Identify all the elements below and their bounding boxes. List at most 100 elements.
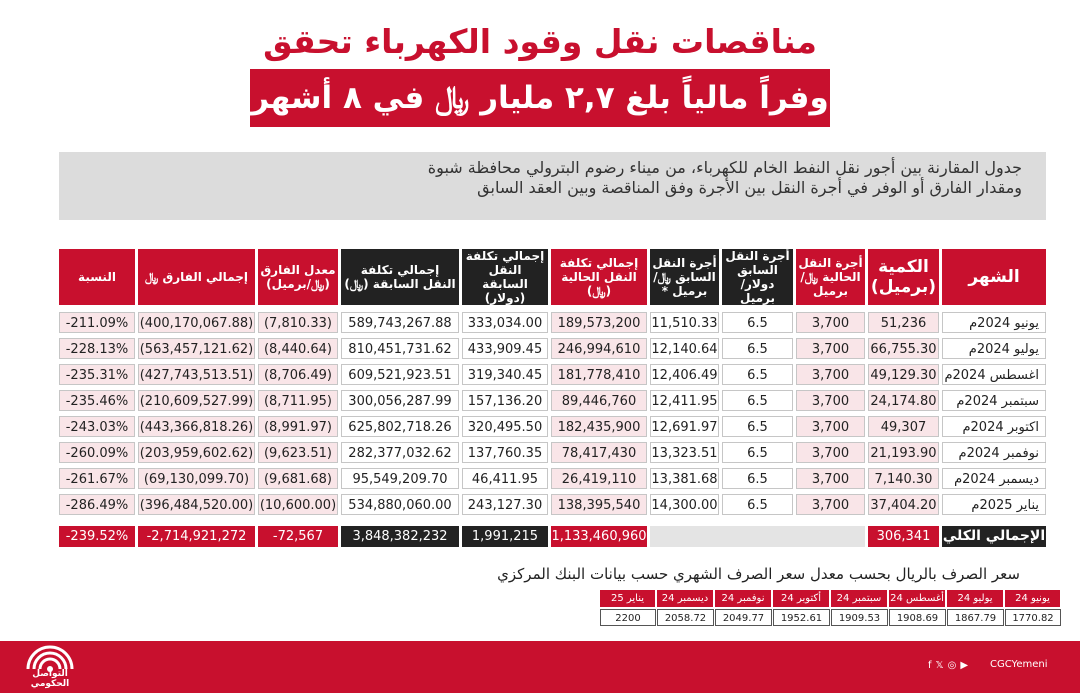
- total-current: 1,133,460,960: [551, 526, 647, 547]
- total-prev-usd: 1,991,215: [462, 526, 548, 547]
- header-total-prev-usd: إجمالي تكلفة النقل السابقة (دولار): [462, 249, 548, 305]
- cell-prev-fare-usd: 6.5: [722, 416, 793, 437]
- cell-total-current: 26,419,110: [551, 468, 647, 489]
- cell-prev-fare-yer: 13,323.51: [650, 442, 719, 463]
- total-empty-cell: [650, 526, 865, 547]
- cell-total-prev-usd: 320,495.50: [462, 416, 548, 437]
- cell-prev-fare-yer: 12,406.49: [650, 364, 719, 385]
- cell-total-prev-yer: 300,056,287.99: [341, 390, 459, 411]
- cell-diff-total: (400,170,067.88): [138, 312, 255, 333]
- cell-total-current: 246,994,610: [551, 338, 647, 359]
- facebook-icon[interactable]: f: [928, 660, 932, 671]
- cell-month: اكتوبر 2024م: [942, 416, 1046, 437]
- cell-diff-total: (210,609,527.99): [138, 390, 255, 411]
- cell-total-current: 181,778,410: [551, 364, 647, 385]
- cell-total-prev-yer: 589,743,267.88: [341, 312, 459, 333]
- cell-diff-rate: (9,623.51): [258, 442, 338, 463]
- cell-prev-fare-usd: 6.5: [722, 442, 793, 463]
- cell-quantity: 21,193.90: [868, 442, 939, 463]
- cell-diff-total: (69,130,099.70): [138, 468, 255, 489]
- total-prev-yer: 3,848,382,232: [341, 526, 459, 547]
- social-handle[interactable]: CGCYemeni: [990, 659, 1048, 670]
- cell-diff-rate: (9,681.68): [258, 468, 338, 489]
- cell-total-prev-yer: 609,521,923.51: [341, 364, 459, 385]
- header-current-fare: أجرة النقل الحالية ﷼/برميل: [796, 249, 865, 305]
- instagram-icon[interactable]: ◎: [947, 660, 957, 671]
- x-icon[interactable]: 𝕏: [935, 660, 944, 671]
- cell-prev-fare-usd: 6.5: [722, 312, 793, 333]
- fx-rate: 1952.61: [773, 609, 830, 626]
- header-total-prev-yer: إجمالي تكلفة النقل السابقة (﷼): [341, 249, 459, 305]
- cell-total-prev-usd: 243,127.30: [462, 494, 548, 515]
- cell-month: اغسطس 2024م: [942, 364, 1046, 385]
- government-communication-logo-icon: [26, 645, 74, 672]
- cell-ratio: -286.49%: [59, 494, 135, 515]
- fx-month: يوليو 24: [947, 590, 1004, 607]
- cell-quantity: 24,174.80: [868, 390, 939, 411]
- cell-month: يونيو 2024م: [942, 312, 1046, 333]
- cell-prev-fare-usd: 6.5: [722, 390, 793, 411]
- cell-diff-rate: (10,600.00): [258, 494, 338, 515]
- cell-diff-rate: (8,711.95): [258, 390, 338, 411]
- cell-total-current: 182,435,900: [551, 416, 647, 437]
- cell-ratio: -260.09%: [59, 442, 135, 463]
- headline-line-2: وفراً مالياً بلغ ٢,٧ مليار ﷼ في ٨ أشهر: [250, 69, 830, 127]
- fx-rate: 2200: [600, 609, 656, 626]
- header-month: الشهر: [942, 249, 1046, 305]
- cell-ratio: -228.13%: [59, 338, 135, 359]
- fx-rate: 1908.69: [889, 609, 946, 626]
- cell-diff-rate: (8,991.97): [258, 416, 338, 437]
- cell-prev-fare-usd: 6.5: [722, 364, 793, 385]
- header-prev-fare-usd: أجرة النقل السابق دولار/برميل: [722, 249, 793, 305]
- cell-month: نوفمبر 2024م: [942, 442, 1046, 463]
- fx-rate: 1867.79: [947, 609, 1004, 626]
- cell-prev-fare-usd: 6.5: [722, 468, 793, 489]
- cell-diff-total: (427,743,513.51): [138, 364, 255, 385]
- cell-quantity: 7,140.30: [868, 468, 939, 489]
- cell-quantity: 49,307: [868, 416, 939, 437]
- cell-total-prev-usd: 137,760.35: [462, 442, 548, 463]
- cell-diff-rate: (7,810.33): [258, 312, 338, 333]
- cell-quantity: 51,236: [868, 312, 939, 333]
- cell-current-fare: 3,700: [796, 442, 865, 463]
- header-quantity: الكمية (برميل): [868, 249, 939, 305]
- cell-total-prev-yer: 95,549,209.70: [341, 468, 459, 489]
- cell-total-prev-usd: 46,411.95: [462, 468, 548, 489]
- cell-diff-total: (203,959,602.62): [138, 442, 255, 463]
- header-ratio: النسبة: [59, 249, 135, 305]
- total-diff-total: -2,714,921,272: [138, 526, 255, 547]
- cell-total-prev-yer: 534,880,060.00: [341, 494, 459, 515]
- total-ratio: -239.52%: [59, 526, 135, 547]
- fx-rate: 1909.53: [831, 609, 888, 626]
- cell-diff-rate: (8,706.49): [258, 364, 338, 385]
- cell-diff-total: (396,484,520.00): [138, 494, 255, 515]
- cell-quantity: 66,755.30: [868, 338, 939, 359]
- cell-ratio: -235.46%: [59, 390, 135, 411]
- fx-month: يونيو 24: [1005, 590, 1061, 607]
- total-diff-rate: -72,567: [258, 526, 338, 547]
- cell-ratio: -261.67%: [59, 468, 135, 489]
- cell-total-prev-usd: 319,340.45: [462, 364, 548, 385]
- cell-total-prev-usd: 333,034.00: [462, 312, 548, 333]
- description-box: جدول المقارنة بين أجور نقل النفط الخام ل…: [59, 152, 1046, 220]
- fx-rate: 2058.72: [657, 609, 714, 626]
- cell-total-current: 189,573,200: [551, 312, 647, 333]
- fx-month: أكتوبر 24: [773, 590, 830, 607]
- cell-current-fare: 3,700: [796, 468, 865, 489]
- youtube-icon[interactable]: ▶: [960, 660, 969, 671]
- description-line-1: جدول المقارنة بين أجور نقل النفط الخام ل…: [427, 158, 1022, 177]
- cell-current-fare: 3,700: [796, 494, 865, 515]
- cell-total-current: 78,417,430: [551, 442, 647, 463]
- fx-rate: 1770.82: [1005, 609, 1061, 626]
- header-prev-fare-yer: أجرة النقل السابق ﷼/برميل *: [650, 249, 719, 305]
- cell-ratio: -211.09%: [59, 312, 135, 333]
- cell-total-prev-usd: 433,909.45: [462, 338, 548, 359]
- description-line-2: ومقدار الفارق أو الوفر في أجرة النقل بين…: [477, 177, 1022, 197]
- cell-diff-rate: (8,440.64): [258, 338, 338, 359]
- fx-month: يناير 25: [600, 590, 656, 607]
- cell-prev-fare-yer: 14,300.00: [650, 494, 719, 515]
- cell-prev-fare-yer: 12,691.97: [650, 416, 719, 437]
- fx-rate: 2049.77: [715, 609, 772, 626]
- fx-month: نوفمبر 24: [715, 590, 772, 607]
- cell-ratio: -243.03%: [59, 416, 135, 437]
